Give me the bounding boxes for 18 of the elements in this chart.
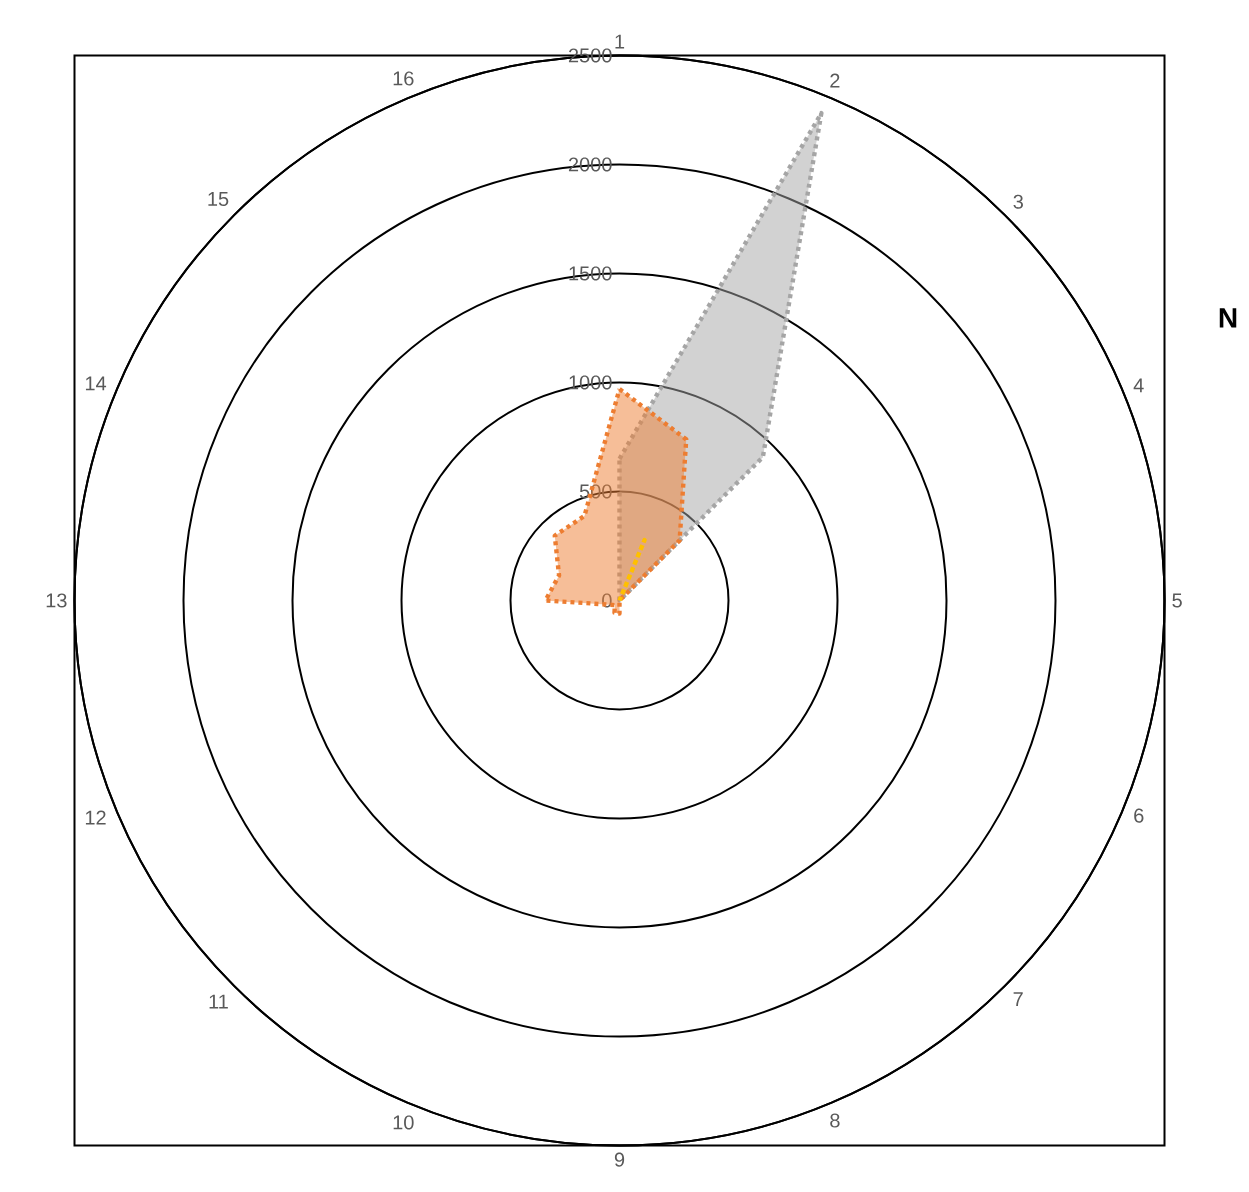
spoke-label: 13 — [46, 593, 67, 608]
spoke-label: 5 — [1172, 593, 1182, 608]
spoke-label: 2 — [830, 73, 840, 88]
spoke-label: 11 — [209, 994, 228, 1009]
text: N — [1219, 308, 1237, 328]
spoke-label: 16 — [393, 71, 414, 86]
spoke-label: 12 — [85, 810, 106, 825]
spoke-label: 8 — [830, 1113, 840, 1128]
spoke-label: 6 — [1134, 808, 1144, 823]
spoke-label: 1 — [615, 34, 625, 49]
spoke-label: 10 — [393, 1115, 414, 1130]
spoke-label: 9 — [614, 1152, 625, 1167]
spoke-label: 15 — [208, 192, 229, 206]
spoke-label: 3 — [1013, 194, 1023, 209]
spoke-label: 4 — [1133, 378, 1144, 393]
spoke-label: 7 — [1013, 992, 1023, 1007]
y-tick-label: 500 — [579, 484, 612, 499]
spoke-label: 14 — [85, 376, 107, 391]
